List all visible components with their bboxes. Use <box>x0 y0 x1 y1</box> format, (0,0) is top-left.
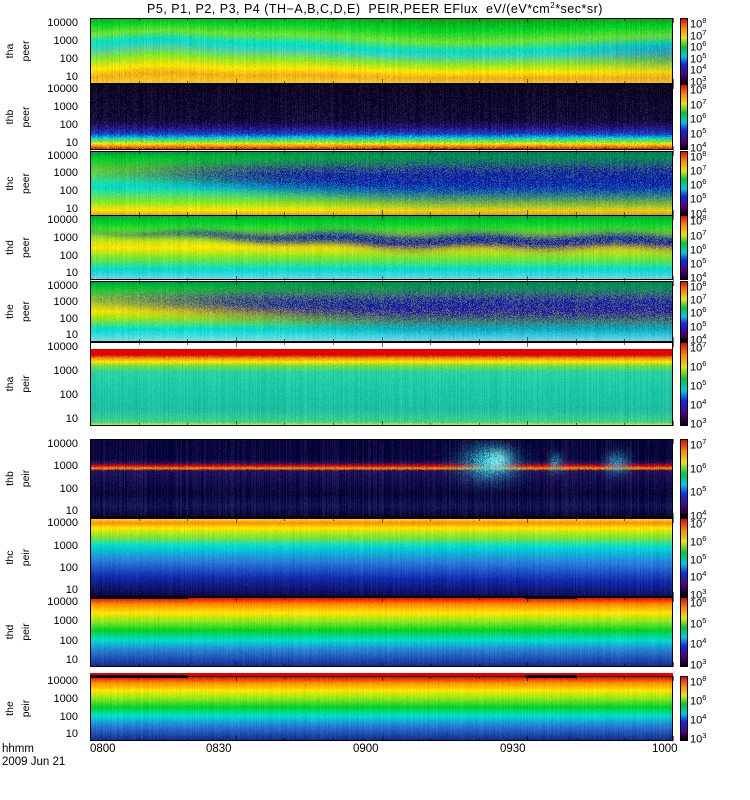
svg-text:the: the <box>4 304 16 319</box>
svg-text:tha: tha <box>4 377 16 392</box>
svg-text:thd: thd <box>4 240 16 255</box>
svg-text:the: the <box>4 701 16 716</box>
svg-text:thc: thc <box>4 551 16 565</box>
svg-text:thd: thd <box>4 625 16 640</box>
svg-text:thc: thc <box>4 176 16 190</box>
svg-text:thb: thb <box>4 110 16 125</box>
svg-text:tha: tha <box>4 44 16 59</box>
svg-text:thb: thb <box>4 471 16 486</box>
